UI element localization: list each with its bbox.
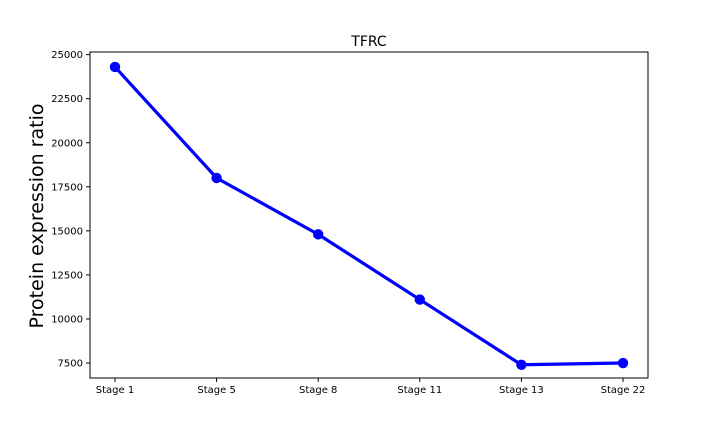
y-tick-label: 25000 bbox=[51, 50, 83, 61]
x-tick-label: Stage 13 bbox=[499, 385, 544, 396]
y-tick-label: 15000 bbox=[51, 226, 83, 237]
series-line bbox=[113, 65, 624, 367]
x-tick-label: Stage 1 bbox=[96, 385, 134, 396]
y-tick-label: 20000 bbox=[51, 138, 83, 149]
y-tick-label: 12500 bbox=[51, 270, 83, 281]
y-axis-label: Protein expression ratio bbox=[26, 104, 48, 329]
x-tick-label: Stage 22 bbox=[601, 385, 646, 396]
data-point bbox=[313, 229, 324, 240]
data-point bbox=[414, 294, 425, 305]
plot-frame bbox=[89, 51, 649, 379]
y-tick-label: 17500 bbox=[51, 182, 83, 193]
data-point bbox=[617, 357, 629, 369]
y-tick-label: 10000 bbox=[51, 314, 83, 325]
chart-title: TFRC bbox=[350, 34, 387, 50]
data-point bbox=[516, 359, 527, 370]
data-point bbox=[109, 61, 121, 73]
y-tick-label: 7500 bbox=[58, 359, 83, 370]
x-tick-label: Stage 8 bbox=[299, 385, 337, 396]
y-tick-label: 22500 bbox=[51, 94, 83, 105]
data-point bbox=[211, 172, 222, 184]
x-tick-label: Stage 5 bbox=[197, 385, 235, 396]
axes: 7500 10000 12500 15000 17500 20000 22500 25000 S… bbox=[51, 50, 649, 396]
x-tick-label: Stage 11 bbox=[397, 385, 442, 396]
series-marks bbox=[109, 61, 629, 370]
